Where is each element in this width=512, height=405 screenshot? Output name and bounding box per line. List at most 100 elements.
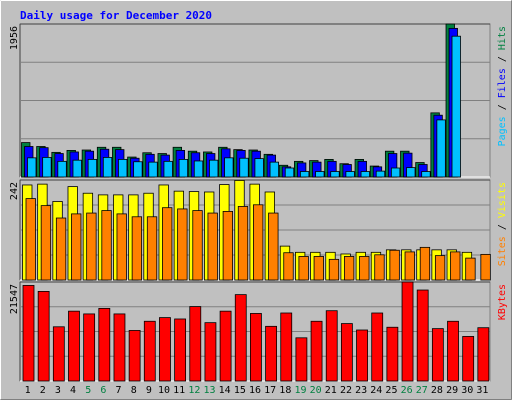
x-tick-label-day-7: 7 (116, 385, 122, 396)
legend-separator: / (497, 218, 508, 236)
bar-kbytes-day-17 (265, 325, 277, 382)
bar-kbytes-day-19 (295, 337, 308, 382)
bar-sites-day-14 (222, 211, 233, 281)
legend-kbytes: KBytes (497, 284, 508, 320)
bar-pages-day-4 (72, 159, 82, 178)
bar-kbytes-day-31 (477, 327, 490, 382)
bar-pages-day-28 (436, 119, 446, 178)
bar-kbytes-day-4 (68, 310, 80, 382)
bar-kbytes-day-16 (250, 313, 262, 382)
x-tick-label-day-14: 14 (219, 385, 231, 396)
bar-kbytes-day-12 (189, 306, 202, 382)
bar-pages-day-7 (118, 159, 128, 178)
x-tick-label-day-3: 3 (55, 385, 61, 396)
bar-pages-day-22 (345, 171, 355, 178)
x-tick-label-day-15: 15 (234, 385, 246, 396)
legend-sites: Sites (497, 236, 508, 266)
bar-pages-day-26 (406, 167, 416, 178)
bar-sites-day-18 (283, 252, 294, 281)
bar-sites-day-2 (40, 205, 52, 281)
x-tick-label-day-20: 20 (310, 385, 322, 396)
bar-pages-day-13 (209, 159, 219, 178)
bar-sites-day-21 (328, 258, 340, 281)
bar-kbytes-day-26 (401, 281, 414, 382)
bar-kbytes-day-20 (310, 320, 323, 382)
x-tick-label-day-4: 4 (70, 385, 76, 396)
bar-kbytes-day-13 (204, 322, 217, 382)
bar-kbytes-day-25 (386, 326, 399, 382)
bar-pages-day-3 (57, 160, 67, 178)
bar-sites-day-12 (192, 210, 203, 281)
bar-sites-day-22 (343, 256, 355, 281)
bar-pages-day-19 (300, 171, 310, 178)
x-tick-label-day-22: 22 (340, 385, 352, 396)
bar-sites-day-15 (237, 206, 249, 281)
bar-kbytes-day-28 (431, 328, 444, 382)
bar-pages-day-5 (87, 159, 98, 178)
bar-sites-day-3 (55, 217, 67, 281)
bar-sites-day-26 (404, 251, 415, 281)
bar-pages-day-29 (451, 35, 461, 178)
x-tick-label-day-16: 16 (249, 385, 261, 396)
bar-pages-day-21 (330, 171, 340, 178)
x-tick-label-day-23: 23 (355, 385, 367, 396)
bar-sites-day-23 (359, 256, 370, 281)
legend-separator: / (497, 50, 508, 68)
panel-kbytes-legend: KBytes (497, 284, 508, 320)
bar-kbytes-day-7 (113, 313, 126, 382)
bar-sites-day-17 (268, 212, 279, 281)
bar-sites-day-6 (101, 210, 112, 281)
x-tick-label-day-9: 9 (146, 385, 152, 396)
bar-kbytes-day-6 (98, 308, 111, 382)
bar-kbytes-day-21 (325, 310, 338, 382)
bar-pages-day-2 (42, 157, 52, 178)
x-tick-label-day-11: 11 (173, 385, 185, 396)
bar-pages-day-8 (133, 161, 143, 178)
bar-pages-day-6 (102, 157, 113, 178)
bar-sites-day-29 (450, 251, 461, 281)
bar-sites-day-1 (25, 198, 36, 281)
x-tick-label-day-1: 1 (25, 385, 31, 396)
x-tick-label-day-21: 21 (325, 385, 337, 396)
bar-kbytes-day-14 (219, 310, 232, 382)
bar-pages-day-11 (178, 159, 189, 178)
bar-sites-day-5 (86, 212, 97, 281)
bar-kbytes-day-3 (52, 326, 65, 382)
bar-pages-day-15 (239, 157, 249, 178)
bar-pages-day-18 (284, 167, 295, 178)
bar-sites-day-13 (207, 212, 218, 281)
bar-sites-day-25 (389, 249, 400, 281)
bar-sites-day-24 (374, 254, 385, 281)
bar-sites-day-7 (116, 213, 127, 281)
bar-kbytes-day-24 (371, 312, 384, 382)
x-tick-label-day-24: 24 (370, 385, 382, 396)
x-tick-label-day-18: 18 (279, 385, 291, 396)
bar-kbytes-day-10 (159, 317, 171, 382)
x-tick-label-day-5: 5 (85, 385, 91, 396)
legend-visits: Visits (497, 182, 508, 218)
chart-title: Daily usage for December 2020 (20, 9, 212, 22)
x-tick-label-day-17: 17 (264, 385, 276, 396)
bar-kbytes-day-29 (447, 320, 459, 382)
bar-pages-day-27 (421, 171, 431, 178)
x-tick-label-day-30: 30 (461, 385, 473, 396)
bar-kbytes-day-30 (462, 336, 475, 382)
bar-pages-day-12 (193, 160, 204, 178)
bar-pages-day-10 (163, 160, 173, 178)
panel-visits-sites-ymax-label: 242 (9, 182, 20, 200)
bar-kbytes-day-8 (128, 330, 141, 382)
x-tick-label-day-28: 28 (431, 385, 443, 396)
bar-pages-day-14 (224, 157, 234, 178)
bar-kbytes-day-15 (234, 294, 247, 382)
legend-hits: Hits (497, 26, 508, 50)
bar-sites-day-20 (313, 256, 324, 281)
legend-files: Files (497, 68, 508, 98)
x-tick-label-day-25: 25 (385, 385, 397, 396)
bar-sites-day-31 (480, 253, 491, 281)
bar-sites-day-4 (71, 213, 82, 281)
bar-kbytes-day-2 (37, 291, 50, 382)
bar-kbytes-day-9 (143, 320, 156, 382)
x-tick-label-day-27: 27 (416, 385, 428, 396)
